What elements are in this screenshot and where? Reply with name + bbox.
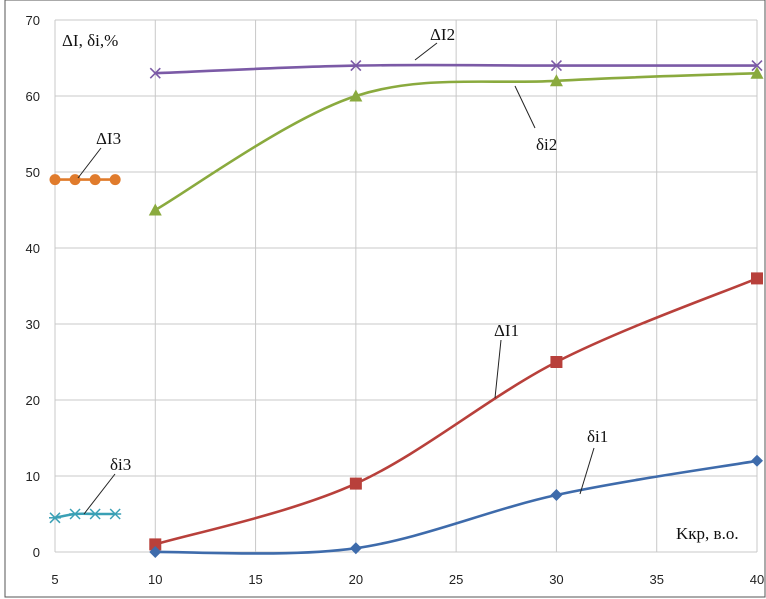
series-label-0: ΔI2 [430, 25, 455, 44]
x-tick-label: 5 [51, 572, 58, 587]
series-1-point [549, 74, 563, 87]
y-tick-label: 30 [26, 317, 40, 332]
x-tick-label: 10 [148, 572, 162, 587]
series-1-point [148, 203, 162, 216]
series-2-point [69, 174, 81, 186]
x-tick-label: 35 [649, 572, 663, 587]
y-tick-label: 10 [26, 469, 40, 484]
series-4-point [349, 542, 362, 555]
series-5-point [69, 508, 82, 520]
leader-line-0 [414, 42, 438, 61]
y-tick-label: 60 [26, 89, 40, 104]
y-axis-title: ΔI, δi,% [62, 31, 118, 50]
series-markers [49, 60, 764, 558]
series-label-5: δi3 [110, 455, 131, 474]
x-tick-label: 20 [349, 572, 363, 587]
series-line-3 [154, 277, 758, 546]
series-label-1: δi2 [536, 135, 557, 154]
series-4-point [149, 546, 162, 558]
series-line-0 [155, 63, 757, 75]
series-5-point [109, 508, 122, 520]
annotations: ΔI2 δi2 ΔI3 ΔI1 δi1 δi3 [77, 25, 608, 515]
series-3-point [349, 477, 362, 490]
series-label-3: ΔI1 [494, 321, 519, 340]
series-label-2: ΔI3 [96, 129, 121, 148]
series-lines [54, 63, 758, 555]
leader-line-4 [579, 447, 595, 495]
leader-line-2 [77, 147, 102, 179]
y-tick-label: 0 [33, 545, 40, 560]
x-tick-label: 40 [750, 572, 764, 587]
y-tick-label: 50 [26, 165, 40, 180]
series-2-point [49, 174, 61, 186]
grid [54, 19, 758, 553]
plot-frame [4, 0, 766, 598]
series-1-point [349, 89, 363, 102]
series-2-point [109, 174, 121, 186]
series-5-point [49, 512, 61, 524]
series-1-point [750, 66, 764, 79]
series-line-4 [155, 459, 758, 555]
series-0-point [751, 60, 763, 72]
series-4-point [751, 454, 763, 467]
x-axis-title: Kкр, в.о. [676, 524, 739, 543]
y-tick-label: 20 [26, 393, 40, 408]
series-label-4: δi1 [587, 427, 608, 446]
leader-line-3 [494, 339, 502, 399]
leader-line-5 [83, 473, 116, 515]
series-3-point [751, 272, 763, 285]
tick-labels: 0 10 20 30 40 50 60 70 5 10 15 20 25 30 35 40 [26, 13, 765, 587]
y-tick-label: 40 [26, 241, 40, 256]
series-0-point [550, 60, 562, 72]
x-tick-label: 30 [549, 572, 563, 587]
x-tick-label: 25 [449, 572, 463, 587]
series-line-5 [54, 512, 116, 520]
series-5-point [89, 508, 102, 520]
leader-line-1 [514, 85, 536, 129]
series-line-1 [154, 71, 758, 212]
series-3-point [149, 538, 162, 551]
series-2-point [89, 174, 101, 186]
series-0-point [350, 60, 362, 72]
x-tick-label: 15 [248, 572, 262, 587]
series-0-point [149, 67, 161, 79]
series-4-point [550, 489, 563, 501]
y-tick-label: 70 [26, 13, 40, 28]
series-3-point [550, 356, 563, 368]
